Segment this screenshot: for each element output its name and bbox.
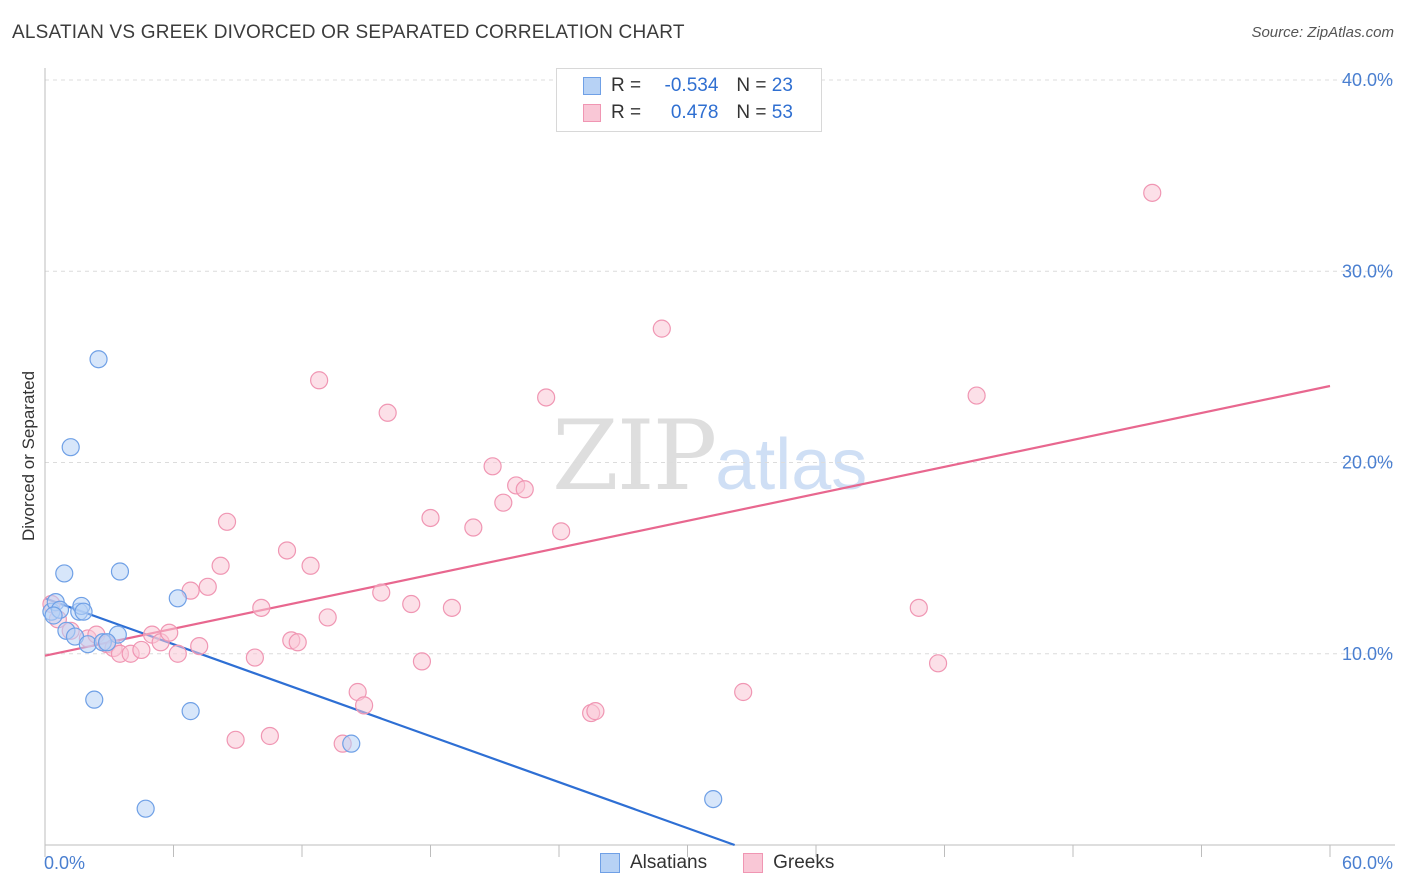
r-label: R = xyxy=(611,75,642,96)
greek-point xyxy=(252,598,271,617)
chart-title: ALSATIAN VS GREEK DIVORCED OR SEPARATED … xyxy=(12,22,685,43)
watermark-atlas: atlas xyxy=(715,425,868,505)
greek-point xyxy=(515,480,534,499)
data-points xyxy=(42,183,1162,818)
alsatian-point xyxy=(98,633,117,652)
greek-point xyxy=(967,386,986,405)
legend-row-greeks: R = 0.478 N = 53 xyxy=(583,100,793,126)
greek-point xyxy=(464,518,483,537)
greeks-swatch xyxy=(583,104,601,122)
greek-point xyxy=(412,652,432,671)
greek-point xyxy=(402,594,421,614)
greek-point xyxy=(442,598,462,617)
greek-point xyxy=(1143,183,1162,202)
greek-point xyxy=(537,388,556,407)
x-tick-label: 60.0% xyxy=(1342,853,1393,873)
greek-point xyxy=(355,696,374,715)
greek-point xyxy=(211,556,230,575)
greek-point xyxy=(198,577,217,596)
greek-point xyxy=(245,648,264,667)
axes xyxy=(44,68,1395,857)
alsatian-point xyxy=(78,635,97,654)
r-label: R = xyxy=(611,102,642,123)
alsatian-point xyxy=(704,789,723,809)
alsatians-n-value: 23 xyxy=(771,75,793,96)
tick-labels: 10.0% 20.0% 30.0% 40.0% 0.0% 60.0% xyxy=(44,70,1393,873)
greek-point xyxy=(301,556,320,575)
greek-point xyxy=(421,508,440,528)
greeks-r-value: 0.478 xyxy=(670,102,719,123)
n-label: N = xyxy=(736,102,767,123)
n-label: N = xyxy=(736,75,767,96)
greek-point xyxy=(552,522,571,541)
correlation-legend: R = -0.534 N = 23 R = 0.478 N = 53 xyxy=(556,68,822,132)
alsatian-point xyxy=(89,350,108,369)
watermark-zip: ZIP xyxy=(552,400,717,512)
alsatian-point xyxy=(168,589,187,608)
greek-point xyxy=(652,319,671,338)
alsatian-point xyxy=(74,602,93,621)
greek-point xyxy=(494,493,513,512)
greek-point xyxy=(226,730,245,749)
greek-point xyxy=(586,702,605,721)
alsatian-point xyxy=(44,606,63,625)
greek-point xyxy=(378,403,397,422)
greek-point xyxy=(260,726,279,746)
gridlines xyxy=(45,79,1395,655)
alsatian-point xyxy=(110,562,130,581)
alsatians-swatch xyxy=(583,77,601,95)
alsatian-point xyxy=(85,690,104,709)
greeks-legend-swatch xyxy=(743,853,764,873)
greek-point xyxy=(132,640,151,660)
legend-row-alsatians: R = -0.534 N = 23 xyxy=(583,73,793,99)
alsatian-point xyxy=(181,702,200,721)
alsatian-point xyxy=(342,734,361,753)
greek-point xyxy=(217,512,237,531)
alsatians-legend-swatch xyxy=(600,853,620,873)
alsatian-point xyxy=(136,799,155,818)
greek-point xyxy=(168,644,187,663)
greek-point xyxy=(928,654,948,673)
greeks-legend-label: Greeks xyxy=(773,852,835,873)
watermark: ZIPatlas xyxy=(552,400,867,512)
greek-trend-line xyxy=(44,384,1331,657)
trend-lines xyxy=(44,384,1331,847)
greek-point xyxy=(160,623,179,642)
greek-point xyxy=(483,457,502,476)
y-tick-label: 10.0% xyxy=(1342,644,1393,664)
greek-point xyxy=(288,633,307,652)
x-tick-label: 0.0% xyxy=(44,853,85,873)
y-tick-label: 20.0% xyxy=(1342,453,1393,473)
greek-point xyxy=(310,371,329,390)
y-tick-label: 30.0% xyxy=(1342,261,1393,281)
y-tick-label: 40.0% xyxy=(1342,70,1393,90)
greek-point xyxy=(734,682,753,702)
source-label: Source: ZipAtlas.com xyxy=(1251,24,1394,41)
greek-point xyxy=(190,636,209,656)
alsatians-legend-label: Alsatians xyxy=(630,852,708,873)
greek-point xyxy=(318,608,337,627)
series-legend: Alsatians Greeks xyxy=(600,852,834,874)
greek-point xyxy=(277,541,297,560)
greek-point xyxy=(909,598,928,617)
alsatian-point xyxy=(55,564,74,583)
greek-point xyxy=(372,583,391,602)
greeks-n-value: 53 xyxy=(771,102,793,123)
alsatian-point xyxy=(61,438,80,457)
y-axis-label: Divorced or Separated xyxy=(19,371,38,541)
alsatians-r-value: -0.534 xyxy=(664,75,719,96)
